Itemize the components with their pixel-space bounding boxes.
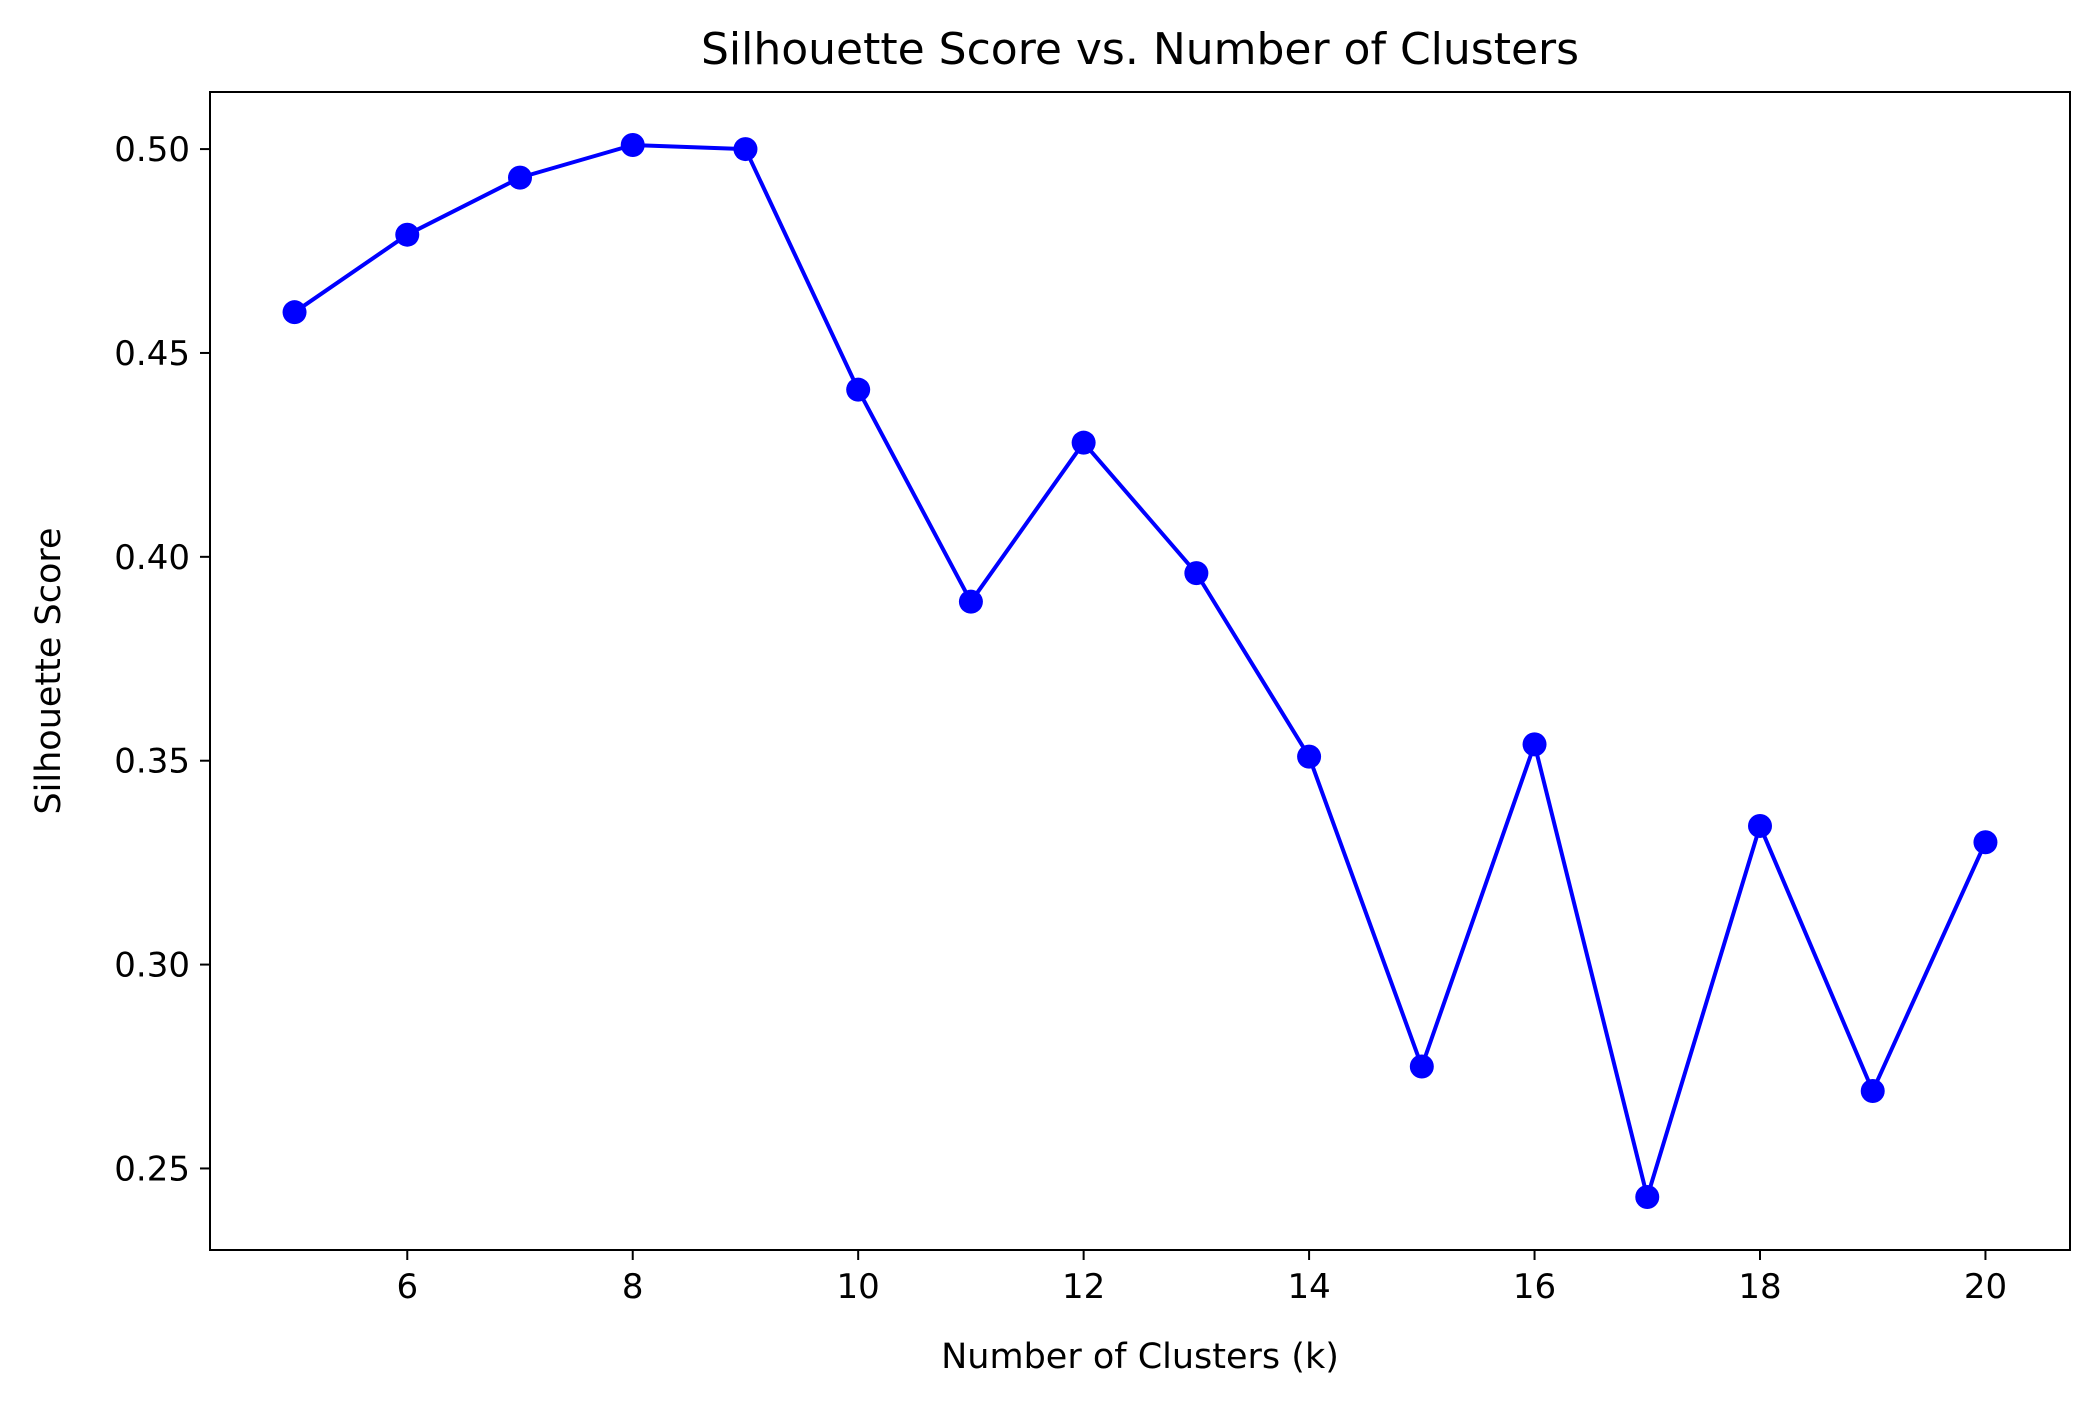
x-tick-label: 10 bbox=[837, 1267, 880, 1307]
series-line bbox=[293, 143, 1988, 1199]
data-point-k15 bbox=[1409, 1054, 1434, 1079]
x-tick-label: 12 bbox=[1062, 1267, 1105, 1307]
y-axis-label: Silhouette Score bbox=[29, 527, 69, 814]
data-point-k6 bbox=[395, 222, 420, 247]
data-point-k10 bbox=[846, 377, 871, 402]
data-point-k12 bbox=[1071, 430, 1096, 455]
y-tick-label: 0.40 bbox=[114, 538, 190, 578]
y-tick-label: 0.45 bbox=[114, 334, 190, 374]
data-point-k13 bbox=[1184, 561, 1209, 586]
axes-frame bbox=[209, 91, 2071, 1251]
data-point-k7 bbox=[508, 165, 532, 190]
data-point-k11 bbox=[958, 589, 983, 614]
x-tick-label: 14 bbox=[1287, 1267, 1330, 1307]
chart-title: Silhouette Score vs. Number of Clusters bbox=[701, 24, 1579, 75]
y-tick-label: 0.30 bbox=[114, 946, 190, 986]
x-tick-label: 20 bbox=[1964, 1267, 2007, 1307]
x-tick-label: 16 bbox=[1513, 1267, 1556, 1307]
x-tick-label: 18 bbox=[1738, 1267, 1781, 1307]
data-point-k18 bbox=[1748, 813, 1772, 838]
x-tick-label: 8 bbox=[622, 1267, 644, 1307]
data-point-k9 bbox=[733, 137, 758, 162]
x-axis-label: Number of Clusters (k) bbox=[941, 1337, 1339, 1377]
data-point-k8 bbox=[620, 133, 645, 158]
x-tick-label: 6 bbox=[396, 1267, 418, 1307]
y-tick-label: 0.35 bbox=[114, 742, 190, 782]
data-point-k5 bbox=[282, 300, 307, 325]
y-tick-label: 0.25 bbox=[114, 1149, 190, 1189]
data-point-k20 bbox=[1973, 830, 1998, 855]
data-point-k17 bbox=[1635, 1184, 1660, 1209]
data-point-k19 bbox=[1860, 1078, 1885, 1103]
data-point-k14 bbox=[1297, 744, 1322, 769]
x-axis: 6 8 10 12 14 16 18 20 bbox=[396, 1250, 2007, 1307]
data-point-k16 bbox=[1522, 732, 1547, 757]
plot-area bbox=[282, 133, 1998, 1209]
y-tick-label: 0.50 bbox=[114, 130, 190, 170]
y-axis: 0.25 0.30 0.35 0.40 0.45 0.50 bbox=[114, 130, 210, 1189]
